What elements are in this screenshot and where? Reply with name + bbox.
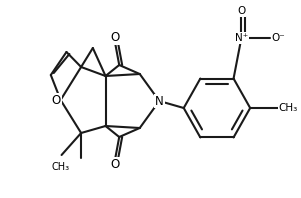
Text: O: O <box>111 31 120 44</box>
Text: CH₃: CH₃ <box>51 162 70 172</box>
Text: N: N <box>155 94 164 108</box>
Text: O: O <box>51 93 61 107</box>
Text: O: O <box>237 6 246 16</box>
Text: O⁻: O⁻ <box>272 33 285 43</box>
Text: O: O <box>111 158 120 171</box>
Text: CH₃: CH₃ <box>278 103 298 113</box>
Text: N⁺: N⁺ <box>235 33 248 43</box>
